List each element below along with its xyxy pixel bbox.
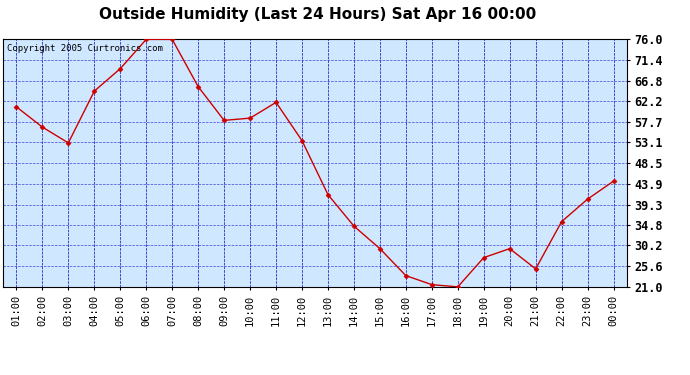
Text: Outside Humidity (Last 24 Hours) Sat Apr 16 00:00: Outside Humidity (Last 24 Hours) Sat Apr… — [99, 8, 536, 22]
Text: Copyright 2005 Curtronics.com: Copyright 2005 Curtronics.com — [7, 44, 162, 53]
